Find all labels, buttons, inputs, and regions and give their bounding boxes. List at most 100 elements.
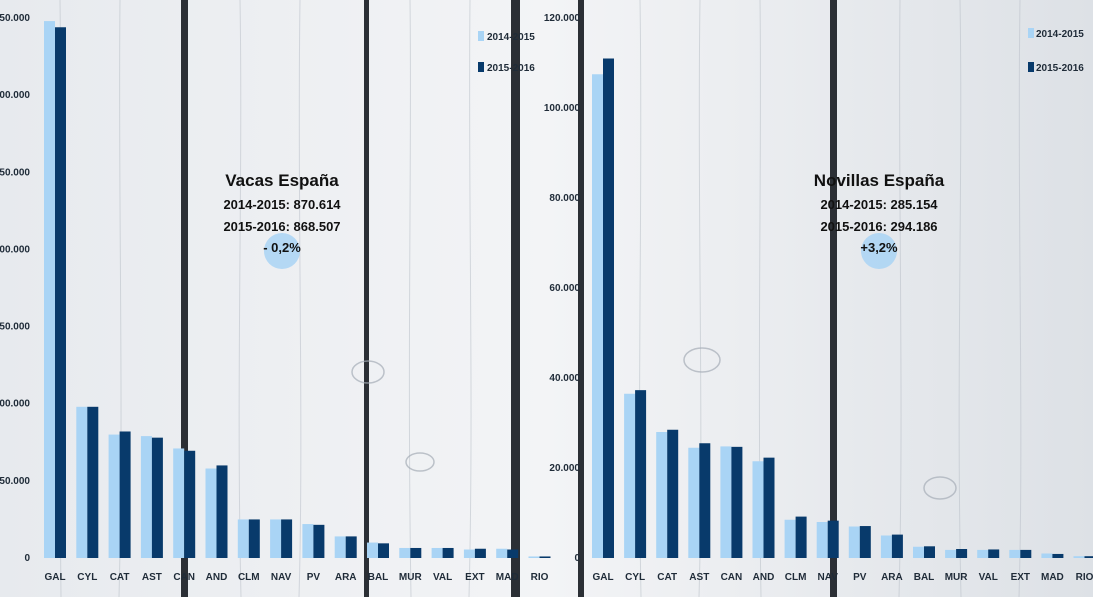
x-tick-label: NAV — [271, 572, 292, 583]
x-tick-label: NAV — [818, 572, 839, 583]
bar-cyl-2014-2015 — [76, 406, 88, 558]
x-tick-label: CYL — [625, 572, 645, 583]
bar-cat-2015-2016 — [667, 429, 679, 558]
x-tick-label: MAD — [1041, 572, 1064, 583]
x-tick-label: PV — [307, 572, 321, 583]
legend-label-2015-2016: 2015-2016 — [487, 63, 535, 74]
bar-pv-2015-2016 — [313, 524, 325, 558]
y-tick-label: 60.000 — [549, 283, 580, 294]
bar-val-2014-2015 — [977, 549, 989, 558]
bar-mur-2014-2015 — [399, 547, 411, 558]
novillas-title: Novillas España — [814, 171, 945, 190]
bar-gal-2014-2015 — [592, 74, 603, 558]
novillas-annotation: Novillas España 2014-2015: 285.154 2015-… — [814, 171, 945, 269]
vacas-annotation: Vacas España 2014-2015: 870.614 2015-201… — [223, 171, 341, 269]
legend-label-2015-2016: 2015-2016 — [1036, 63, 1084, 74]
bar-cat-2015-2016 — [119, 431, 131, 558]
bar-ara-2015-2016 — [891, 534, 903, 558]
bar-nav-2014-2015 — [270, 519, 282, 558]
x-tick-label: CLM — [238, 572, 260, 583]
y-tick-label: 40.000 — [549, 373, 580, 384]
y-tick-label: 300.000 — [0, 90, 30, 101]
legend-label-2014-2015: 2014-2015 — [1036, 29, 1084, 40]
bar-cyl-2015-2016 — [87, 406, 99, 558]
novillas-total-2014-2015: 2014-2015: 285.154 — [820, 197, 938, 212]
x-tick-label: CAT — [657, 572, 677, 583]
bar-val-2015-2016 — [442, 547, 454, 558]
highlight-circle — [861, 233, 897, 269]
x-tick-label: CAN — [721, 572, 743, 583]
x-tick-label: GAL — [592, 572, 613, 583]
bar-clm-2014-2015 — [237, 519, 249, 558]
highlight-circle — [264, 233, 300, 269]
bar-rio-2015-2016 — [539, 556, 551, 558]
bar-rio-2014-2015 — [1073, 556, 1085, 558]
vacas-title: Vacas España — [225, 171, 339, 190]
bar-and-2014-2015 — [752, 461, 764, 558]
bar-pv-2014-2015 — [302, 524, 314, 558]
bar-and-2014-2015 — [205, 468, 217, 558]
bar-mad-2014-2015 — [1041, 553, 1053, 558]
bar-mad-2015-2016 — [1052, 553, 1064, 558]
novillas-change: +3,2% — [860, 240, 898, 255]
x-tick-label: PV — [853, 572, 867, 583]
bar-mur-2014-2015 — [945, 549, 957, 558]
bar-mad-2014-2015 — [496, 548, 508, 558]
y-tick-label: 0 — [24, 553, 30, 564]
x-tick-label: CAT — [110, 572, 130, 583]
x-tick-label: BAL — [914, 572, 935, 583]
y-tick-label: 200.000 — [0, 244, 30, 255]
y-tick-label: 350.000 — [0, 13, 30, 24]
legend-swatch-2014-2015 — [1028, 28, 1034, 38]
bar-pv-2014-2015 — [848, 526, 860, 558]
legend-swatch-2014-2015 — [478, 31, 484, 41]
x-tick-label: CYL — [77, 572, 97, 583]
x-tick-label: CAN — [173, 572, 195, 583]
bar-ext-2014-2015 — [1009, 549, 1021, 558]
bar-gal-2014-2015 — [44, 21, 55, 559]
novillas-total-2015-2016: 2015-2016: 294.186 — [820, 219, 937, 234]
y-tick-label: 0 — [574, 553, 580, 564]
y-tick-label: 100.000 — [0, 399, 30, 410]
bar-val-2014-2015 — [431, 547, 443, 558]
bar-ast-2014-2015 — [688, 447, 700, 558]
y-tick-label: 100.000 — [544, 103, 581, 114]
x-tick-label: EXT — [465, 572, 484, 583]
bar-nav-2015-2016 — [281, 519, 293, 558]
bar-ara-2014-2015 — [334, 536, 346, 558]
x-tick-label: ARA — [881, 572, 903, 583]
y-tick-label: 250.000 — [0, 167, 30, 178]
bar-can-2014-2015 — [173, 448, 185, 558]
bar-gal-2015-2016 — [603, 58, 614, 558]
bar-can-2015-2016 — [184, 450, 196, 558]
x-tick-label: CLM — [785, 572, 807, 583]
y-tick-label: 20.000 — [549, 463, 580, 474]
x-tick-label: GAL — [44, 572, 65, 583]
bar-cyl-2015-2016 — [635, 390, 647, 558]
y-tick-label: 120.000 — [544, 13, 581, 24]
bar-ast-2015-2016 — [151, 437, 163, 558]
bar-bal-2015-2016 — [378, 543, 389, 558]
x-tick-label: MUR — [945, 572, 969, 583]
bar-can-2015-2016 — [731, 446, 743, 558]
bar-mad-2015-2016 — [507, 549, 519, 558]
legend-swatch-2015-2016 — [478, 62, 484, 72]
bar-clm-2015-2016 — [795, 516, 807, 558]
x-tick-label: VAL — [433, 572, 452, 583]
bar-mur-2015-2016 — [956, 549, 968, 558]
x-tick-label: AND — [206, 572, 228, 583]
bar-ast-2014-2015 — [140, 436, 152, 558]
y-tick-label: 50.000 — [0, 476, 30, 487]
bar-ara-2015-2016 — [345, 536, 357, 558]
x-tick-label: RIO — [1076, 572, 1093, 583]
x-tick-label: ARA — [335, 572, 357, 583]
vacas-legend: 2014-2015 2015-2016 — [478, 31, 535, 74]
bar-rio-2015-2016 — [1084, 556, 1093, 558]
bar-clm-2014-2015 — [784, 519, 796, 558]
legend-label-2014-2015: 2014-2015 — [487, 32, 535, 43]
bar-cat-2014-2015 — [656, 432, 668, 558]
x-tick-label: MAD — [496, 572, 519, 583]
bar-nav-2015-2016 — [827, 520, 839, 558]
